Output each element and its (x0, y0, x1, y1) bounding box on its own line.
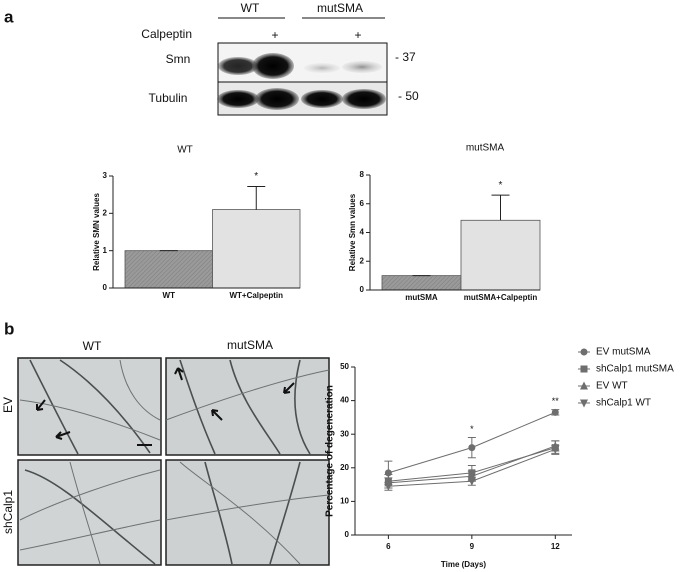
treatment-mark: + (271, 28, 278, 42)
legend-label: shCalp1 mutSMA (596, 364, 674, 375)
row-label: shCalp1 (1, 490, 15, 534)
treatment-mark: + (354, 28, 361, 42)
y-axis-label: Relative SMN values (92, 193, 101, 271)
micrograph (17, 357, 162, 456)
legend-label: EV WT (596, 381, 628, 392)
micrograph (165, 357, 330, 456)
point (384, 482, 393, 491)
point (551, 445, 560, 454)
x-tick-label: mutSMA (405, 293, 438, 302)
x-tick-label: 9 (470, 542, 475, 551)
y-tick-label: 2 (360, 256, 365, 265)
y-tick-label: 50 (340, 362, 349, 371)
group-label: mutSMA (317, 1, 363, 15)
panel-label: b (4, 319, 14, 338)
x-tick-label: WT+Calpeptin (229, 291, 283, 300)
annotation: * (470, 424, 474, 434)
y-tick-label: 0 (345, 530, 350, 539)
chart-title: mutSMA (466, 143, 505, 154)
x-tick-label: 12 (551, 542, 560, 551)
y-axis-label: Relative Smn values (348, 193, 357, 271)
x-tick-label: WT (163, 291, 176, 300)
legend-label: EV mutSMA (596, 347, 651, 358)
y-tick-label: 1 (103, 246, 108, 255)
micrograph (17, 459, 162, 566)
blot-tubulin (217, 81, 388, 116)
error-bar (491, 194, 510, 221)
column-label: WT (83, 339, 102, 353)
y-tick-label: 3 (103, 171, 108, 180)
micrograph (165, 459, 330, 566)
annotation: ** (552, 396, 560, 406)
mw-marker: - 50 (398, 89, 419, 103)
point (551, 408, 559, 416)
row-label: Smn (166, 52, 191, 66)
x-tick-label: mutSMA+Calpeptin (464, 293, 538, 302)
legend-label: shCalp1 WT (596, 398, 651, 409)
bar (212, 209, 301, 289)
y-tick-label: 4 (360, 228, 365, 237)
error-bar (247, 185, 266, 210)
group-label: WT (241, 1, 260, 15)
legend-marker (580, 381, 588, 390)
y-tick-label: 8 (360, 170, 365, 179)
annotation: * (499, 180, 503, 191)
y-tick-label: 6 (360, 199, 365, 208)
bar (124, 250, 213, 289)
y-tick-label: 30 (340, 429, 349, 438)
annotation: * (254, 171, 258, 182)
y-tick-label: 10 (340, 497, 349, 506)
legend-marker (580, 399, 588, 408)
chart-title: WT (177, 145, 193, 156)
y-tick-label: 0 (103, 283, 108, 292)
row-label: Tubulin (149, 91, 188, 105)
bar (381, 275, 462, 291)
bar (460, 219, 541, 291)
point (468, 444, 476, 452)
legend-marker (580, 365, 588, 373)
legend-marker (580, 348, 588, 356)
y-tick-label: 0 (360, 285, 365, 294)
x-tick-label: 6 (386, 542, 391, 551)
y-tick-label: 2 (103, 208, 108, 217)
treatment-label: Calpeptin (141, 27, 192, 41)
point (467, 477, 476, 486)
row-label: EV (1, 397, 15, 413)
blot-smn (217, 42, 388, 86)
y-tick-label: 20 (340, 463, 349, 472)
column-label: mutSMA (227, 338, 273, 352)
mw-marker: - 37 (395, 50, 416, 64)
y-tick-label: 40 (340, 396, 349, 405)
y-axis-label: Percentage of degeneration (325, 385, 336, 517)
panel-label: a (4, 7, 14, 26)
x-axis-label: Time (Days) (441, 560, 487, 569)
